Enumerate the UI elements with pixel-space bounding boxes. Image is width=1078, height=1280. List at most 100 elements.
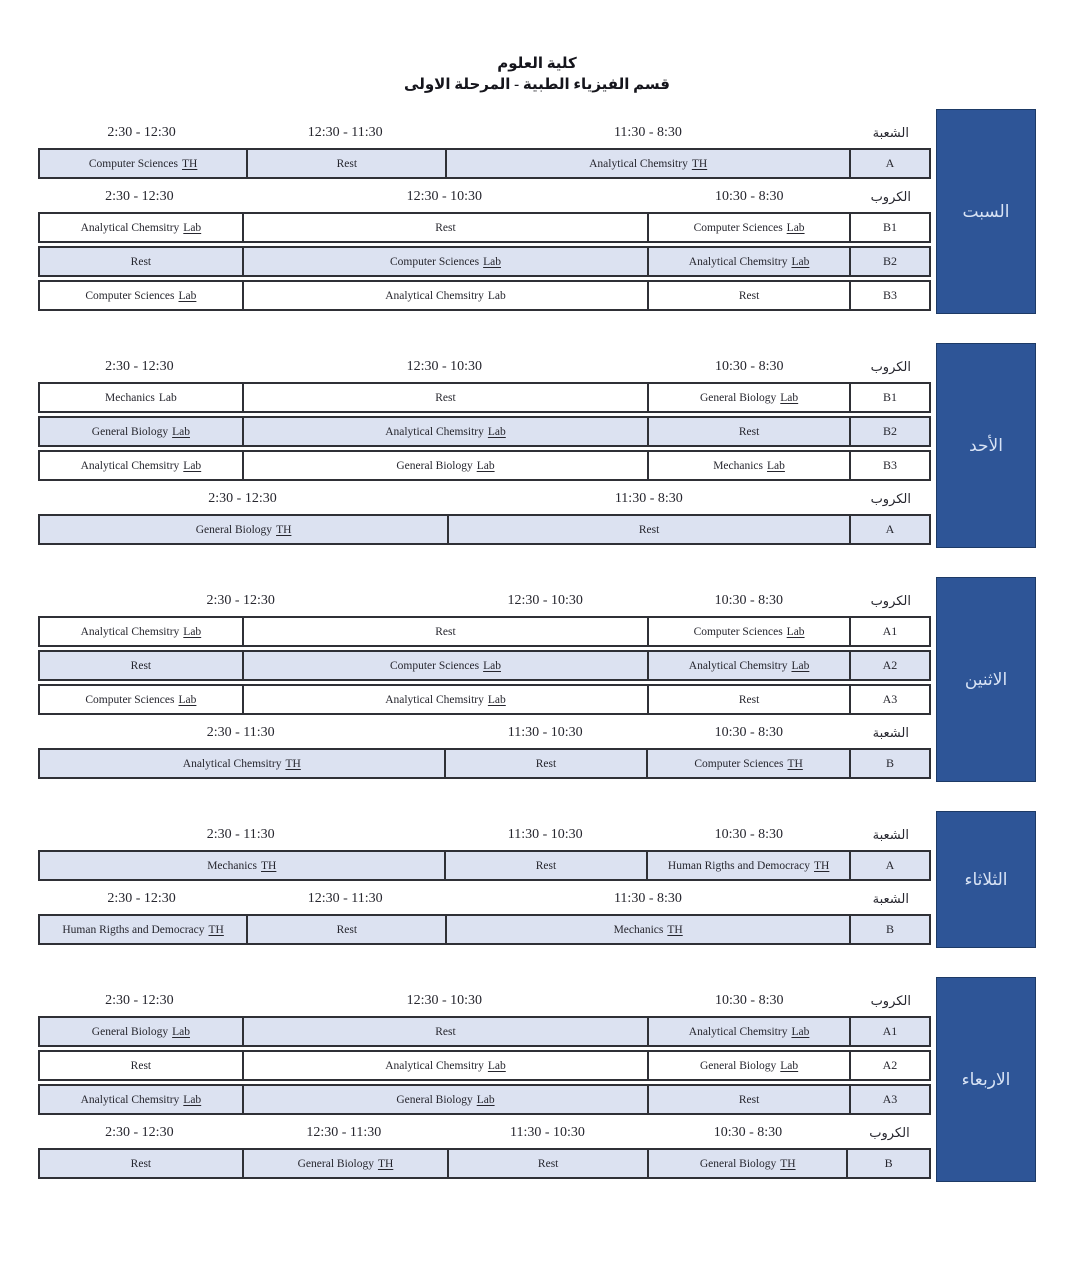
group-id-cell: A3 xyxy=(848,1086,929,1113)
group-column-label: الكروب xyxy=(870,593,912,609)
time-slot-label: 2:30 - 12:30 xyxy=(107,891,176,906)
schedule-cell: Rest xyxy=(241,214,647,241)
group-column-label: الشعبة xyxy=(872,891,909,907)
time-slot-label: 11:30 - 8:30 xyxy=(613,125,682,140)
schedule-cell: Analytical Chemsitry TH xyxy=(445,150,849,177)
schedule-cell: Rest xyxy=(246,916,445,943)
day-tables-sunday: 2:30 - 12:30 12:30 - 10:30 10:30 - 8:30 الك… xyxy=(38,343,931,548)
schedule-cell: Rest xyxy=(647,1086,849,1113)
schedule-cell: Analytical Chemsitry Lab xyxy=(241,1052,647,1079)
schedule-cell: Rest xyxy=(241,618,647,645)
schedule-row-B1: Analytical Chemsitry Lab Rest Computer Scie… xyxy=(38,212,931,243)
day-section-saturday: 2:30 - 12:30 12:30 - 11:30 11:30 - 8:30 الش… xyxy=(38,109,1036,314)
schedule-row-A2: Rest Analytical Chemsitry Lab General Biolo… xyxy=(38,1050,931,1081)
time-slot-label: 10:30 - 8:30 xyxy=(715,189,784,204)
day-tables-saturday: 2:30 - 12:30 12:30 - 11:30 11:30 - 8:30 الش… xyxy=(38,109,931,314)
group-id-cell: A1 xyxy=(848,618,929,645)
time-slot-label: 2:30 - 12:30 xyxy=(107,125,176,140)
schedule-cell: Rest xyxy=(246,150,445,177)
schedule-cell: Computer Sciences Lab xyxy=(85,693,197,706)
schedule-cell: Analytical Chemsitry TH xyxy=(182,757,301,770)
time-slot-label: 10:30 - 8:30 xyxy=(715,993,784,1008)
time-slot-label: 10:30 - 8:30 xyxy=(713,1125,783,1140)
time-header-row: 2:30 - 12:30 12:30 - 10:30 10:30 - 8:30 الك… xyxy=(38,182,931,212)
time-slot-label: 12:30 - 10:30 xyxy=(406,189,483,204)
group-id-cell: A1 xyxy=(848,1018,929,1045)
schedule-row-B: Human Rigths and Democracy TH Rest Mechanic… xyxy=(38,914,931,945)
schedule-cell: Computer Sciences Lab xyxy=(241,248,647,275)
group-column-label: الكروب xyxy=(870,189,912,205)
time-slot-label: 11:30 - 8:30 xyxy=(614,491,683,506)
day-name-text: الأحد xyxy=(969,435,1003,456)
day-label-monday: الاثنين xyxy=(936,577,1036,782)
group-column-label: الشعبة xyxy=(872,125,909,141)
group-id-cell: A2 xyxy=(848,652,929,679)
schedule-row-A1: General Biology Lab Rest Analytical Chemsit… xyxy=(38,1016,931,1047)
schedule-cell: Analytical Chemsitry Lab xyxy=(647,1018,849,1045)
day-tables-monday: 2:30 - 12:30 12:30 - 10:30 10:30 - 8:30 الك… xyxy=(38,577,931,782)
day-section-sunday: 2:30 - 12:30 12:30 - 10:30 10:30 - 8:30 الك… xyxy=(38,343,1036,548)
group-id-cell: B xyxy=(848,750,929,777)
time-header-row: 2:30 - 12:30 12:30 - 10:30 10:30 - 8:30 الك… xyxy=(38,986,931,1016)
schedule-row-B2: Rest Computer Sciences Lab Analytical Chems… xyxy=(38,246,931,277)
schedule-row-A1: Analytical Chemsitry Lab Rest Computer Scie… xyxy=(38,616,931,647)
schedule-row-B2: General Biology Lab Analytical Chemsitry La… xyxy=(38,416,931,447)
group-id-cell: A2 xyxy=(848,1052,929,1079)
time-header-row: 2:30 - 12:30 12:30 - 10:30 10:30 - 8:30 الك… xyxy=(38,352,931,382)
schedule-row-A2: Rest Computer Sciences Lab Analytical Chems… xyxy=(38,650,931,681)
schedule-cell: Rest xyxy=(130,255,152,268)
day-name-text: الثلاثاء xyxy=(964,869,1008,890)
day-tables-tuesday: 2:30 - 11:30 11:30 - 10:30 10:30 - 8:30 الش… xyxy=(38,811,931,948)
time-header-row: 2:30 - 12:30 12:30 - 11:30 11:30 - 8:30 الش… xyxy=(38,884,931,914)
schedule-row-B1: Mechanics Lab Rest General Biology Lab B1 xyxy=(38,382,931,413)
schedule-cell: Rest xyxy=(447,516,849,543)
day-name-text: الاربعاء xyxy=(961,1069,1011,1090)
schedule-cell: Rest xyxy=(130,1157,152,1170)
schedule-cell: Rest xyxy=(241,1018,647,1045)
time-header-row: 2:30 - 12:30 12:30 - 11:30 11:30 - 8:30 الش… xyxy=(38,118,931,148)
time-slot-label: 10:30 - 8:30 xyxy=(715,359,784,374)
time-slot-label: 11:30 - 10:30 xyxy=(509,1125,585,1140)
day-section-wednesday: 2:30 - 12:30 12:30 - 10:30 10:30 - 8:30 الك… xyxy=(38,977,1036,1182)
schedule-cell: Rest xyxy=(443,750,647,777)
day-section-monday: 2:30 - 12:30 12:30 - 10:30 10:30 - 8:30 الك… xyxy=(38,577,1036,782)
schedule-cell: Human Rigths and Democracy TH xyxy=(646,852,849,879)
schedule-cell: Computer Sciences Lab xyxy=(647,214,849,241)
time-slot-label: 2:30 - 12:30 xyxy=(208,491,277,506)
day-label-sunday: الأحد xyxy=(936,343,1036,548)
day-section-tuesday: 2:30 - 11:30 11:30 - 10:30 10:30 - 8:30 الش… xyxy=(38,811,1036,948)
time-slot-label: 2:30 - 11:30 xyxy=(206,725,275,740)
time-slot-label: 10:30 - 8:30 xyxy=(714,593,784,608)
time-slot-label: 2:30 - 12:30 xyxy=(105,993,174,1008)
schedule-cell: Analytical Chemsitry Lab xyxy=(241,686,647,713)
time-slot-label: 2:30 - 12:30 xyxy=(105,359,174,374)
schedule-cell: Mechanics TH xyxy=(445,916,849,943)
schedule-cell: General Biology TH xyxy=(241,1150,447,1177)
time-header-row: 2:30 - 11:30 11:30 - 10:30 10:30 - 8:30 الش… xyxy=(38,718,931,748)
time-slot-label: 11:30 - 10:30 xyxy=(507,827,583,842)
schedule-cell: Rest xyxy=(647,282,849,309)
group-column-label: الكروب xyxy=(870,993,912,1009)
group-id-cell: B3 xyxy=(848,282,929,309)
schedule-cell: Rest xyxy=(130,659,152,672)
schedule-cell: Rest xyxy=(647,418,849,445)
schedule-cell: Rest xyxy=(241,384,647,411)
group-column-label: الشعبة xyxy=(872,725,909,741)
schedule-cell: Rest xyxy=(647,686,849,713)
day-name-text: السبت xyxy=(962,201,1010,222)
schedule-cell: Mechanics Lab xyxy=(647,452,849,479)
schedule-cell: Analytical Chemsitry Lab xyxy=(80,459,202,472)
schedule-cell: Analytical Chemsitry Lab xyxy=(80,1093,202,1106)
schedule-cell: Analytical Chemsitry Lab xyxy=(647,652,849,679)
day-name-text: الاثنين xyxy=(964,669,1008,690)
group-id-cell: A xyxy=(848,150,929,177)
schedule-cell: General Biology Lab xyxy=(241,452,647,479)
schedule-row-A3: Analytical Chemsitry Lab General Biology La… xyxy=(38,1084,931,1115)
schedule-cell: Analytical Chemsitry Lab xyxy=(80,221,202,234)
schedule-cell: General Biology Lab xyxy=(91,425,190,438)
time-slot-label: 12:30 - 11:30 xyxy=(307,891,383,906)
schedule-cell: General Biology Lab xyxy=(647,384,849,411)
schedule-cell: General Biology TH xyxy=(647,1150,846,1177)
schedule-cell: Computer Sciences TH xyxy=(88,157,198,170)
